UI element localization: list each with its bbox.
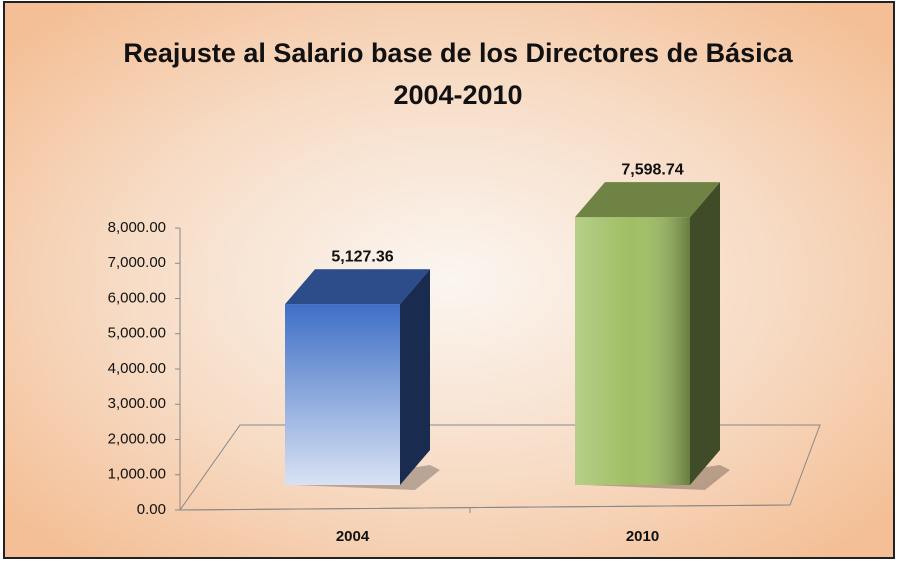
y-tick-label: 2,000.00 [108,430,166,447]
bar-side-shade [400,269,430,485]
bar-side-shade [690,182,720,485]
y-tick-label: 8,000.00 [108,219,166,236]
y-tick-label: 5,000.00 [108,325,166,342]
bar-top [575,182,720,218]
x-axis [179,504,791,511]
chart-title: 2004-2010 [393,80,522,110]
y-tick-label: 4,000.00 [108,360,166,377]
bar-shine [285,304,400,485]
chart-title: Reajuste al Salario base de los Director… [123,38,793,68]
y-tick-label: 3,000.00 [108,395,166,412]
y-tick-label: 7,000.00 [108,254,166,271]
x-tick-label: 2010 [626,528,659,545]
bar-shine [575,217,690,485]
bar-top-shade [575,182,720,218]
y-tick-label: 1,000.00 [108,466,166,483]
background [3,1,895,559]
value-label: 5,127.36 [331,248,393,265]
bar-top-shade [285,269,430,305]
x-tick-label: 2004 [336,528,370,545]
y-tick-label: 0.00 [137,501,166,518]
y-tick-label: 6,000.00 [108,289,166,306]
bar-top [285,269,430,305]
value-label: 7,598.74 [621,161,683,178]
